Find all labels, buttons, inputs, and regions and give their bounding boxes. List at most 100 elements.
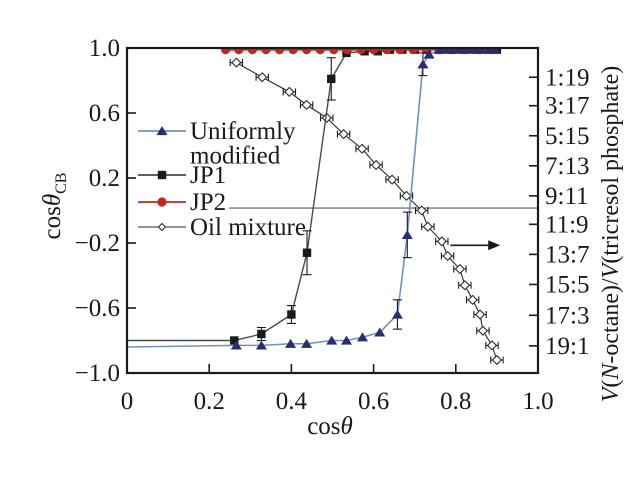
oil-mixture-marker	[474, 309, 486, 320]
arrow-head-icon	[488, 240, 501, 251]
x-axis-title: cosθ	[307, 413, 353, 440]
jp1-marker	[257, 329, 266, 339]
oil-mixture-marker	[454, 263, 466, 275]
oil-mixture-marker	[422, 221, 434, 232]
oil-mixture-legend-marker	[157, 222, 167, 232]
oil-mixture-marker	[416, 205, 427, 216]
jp2-legend-marker	[157, 197, 167, 207]
oil-mixture-marker	[257, 72, 268, 83]
oil-mixture-marker	[436, 236, 448, 247]
oil-mixture-marker	[321, 112, 332, 124]
legend-item-oil-mixture: Oil mixture	[138, 214, 306, 241]
uniformly-modified-line	[127, 48, 495, 348]
jp1-marker	[373, 48, 382, 56]
jp2-marker	[329, 48, 339, 55]
x-axis-tick-labels: 0 0.2 0.4 0.6 0.8 1.0	[121, 388, 554, 415]
right-tick-label: 5:15	[545, 123, 589, 150]
legend-item-jp1: JP1	[138, 162, 226, 189]
uniformly-modified-marker	[255, 340, 267, 350]
legend-label-uniformly-modified: Uniformly	[190, 118, 296, 145]
oil-mixture-marker	[459, 280, 471, 291]
uniformly-modified-legend-marker	[156, 126, 168, 136]
jp2-marker	[382, 48, 392, 55]
x-tick-label: 0.4	[276, 388, 308, 415]
oil-mixture-marker	[356, 143, 368, 154]
uniformly-modified-marker	[357, 332, 369, 342]
oil-mixture-marker	[386, 174, 398, 185]
right-tick-label: 15:5	[545, 271, 589, 298]
uniformly-modified-marker	[417, 59, 429, 69]
series-jp1	[127, 48, 502, 345]
uniformly-modified-error-bars	[392, 52, 428, 330]
right-tick-label: 13:7	[545, 241, 589, 268]
x-tick-label: 1.0	[522, 388, 553, 415]
jp1-marker	[327, 74, 336, 84]
jp2-marker	[395, 48, 405, 55]
jp2-marker	[369, 48, 379, 55]
left-tick-label: −0.2	[75, 230, 120, 257]
oil-mixture-error-bars	[229, 59, 504, 364]
uniformly-modified-marker	[423, 49, 435, 59]
oil-mixture-marker	[442, 250, 453, 262]
oil-mixture-marker	[231, 57, 242, 68]
jp2-marker	[342, 48, 352, 55]
jp1-marker	[230, 336, 239, 345]
oil-mixture-line	[236, 62, 498, 361]
oil-mixture-marker	[401, 190, 412, 202]
jp1-legend-marker	[157, 170, 167, 180]
jp2-marker	[356, 48, 366, 55]
right-tick-label: 7:13	[545, 153, 589, 180]
left-tick-label: 1.0	[89, 35, 120, 62]
plot-area	[127, 48, 504, 366]
left-tick-label: 0.2	[89, 165, 120, 192]
right-axis-arrow	[450, 240, 501, 251]
left-tick-label: −1.0	[75, 360, 120, 387]
oil-mixture-marker	[338, 128, 349, 140]
uniformly-modified-marker	[326, 335, 338, 345]
jp1-error-bars	[256, 57, 336, 342]
legend-label-oil-mixture: Oil mixture	[190, 214, 306, 241]
oil-mixture-marker	[491, 354, 503, 366]
chart-figure: 0 0.2 0.4 0.6 0.8 1.0 1.0 0.6 0.2 −0.2 −0.6 −1.0 1:1…	[40, 16, 642, 467]
chart-canvas: 0 0.2 0.4 0.6 0.8 1.0 1.0 0.6 0.2 −0.2 −0.6 −1.0 1:1…	[40, 16, 642, 467]
jp2-marker	[247, 48, 257, 55]
left-axis-title: cosθCB	[40, 173, 70, 240]
legend-item-jp2: JP2	[138, 189, 226, 216]
series-oil-mixture	[229, 57, 504, 366]
oil-mixture-marker	[370, 159, 382, 171]
right-tick-label: 19:1	[545, 333, 589, 360]
right-tick-label: 1:19	[545, 64, 589, 91]
jp2-marker	[315, 48, 325, 55]
x-tick-label: 0	[121, 388, 134, 415]
uniformly-modified-marker	[340, 335, 352, 345]
oil-mixture-marker	[284, 86, 295, 98]
uniformly-modified-marker	[391, 309, 403, 319]
plot-frame	[125, 46, 540, 375]
left-tick-label: −0.6	[75, 295, 120, 322]
x-tick-label: 0.6	[358, 388, 389, 415]
jp2-marker	[408, 48, 418, 55]
uniformly-modified-marker	[401, 229, 413, 239]
jp2-marker	[234, 48, 244, 55]
jp1-line	[127, 48, 497, 342]
jp1-marker	[302, 248, 312, 257]
left-tick-label: 0.6	[89, 100, 120, 127]
series-uniformly-modified	[127, 48, 501, 350]
left-axis-tick-labels: 1.0 0.6 0.2 −0.2 −0.6 −1.0	[75, 35, 120, 387]
uniformly-modified-marker	[285, 338, 297, 348]
uniformly-modified-marker	[489, 48, 501, 54]
right-axis	[529, 76, 538, 347]
legend-label-jp1: JP1	[190, 162, 226, 189]
jp1-marker	[287, 310, 296, 319]
oil-mixture-marker	[477, 325, 489, 336]
uniformly-modified-marker	[374, 327, 386, 337]
x-tick-label: 0.8	[440, 388, 471, 415]
legend-label-uniformly-modified: modified	[190, 143, 281, 170]
oil-mixture-marker	[486, 340, 498, 351]
oil-mixture-marker	[467, 294, 478, 306]
uniformly-modified-marker	[301, 338, 313, 348]
left-axis	[127, 47, 136, 374]
